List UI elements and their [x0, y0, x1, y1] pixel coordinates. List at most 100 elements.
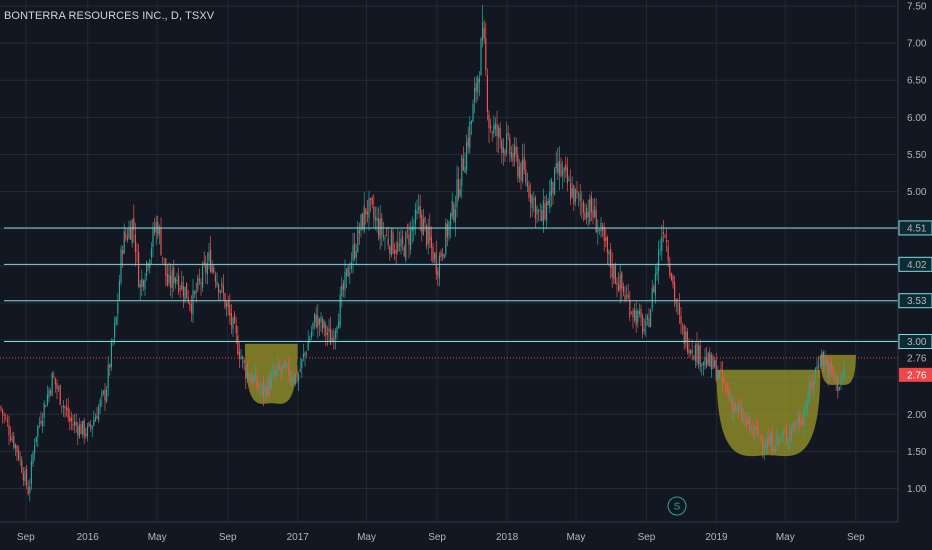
candle-body [250, 378, 252, 381]
candle-body [109, 364, 111, 368]
candle-body [582, 201, 584, 213]
candle-body [301, 359, 303, 369]
candle-body [53, 375, 55, 378]
candle-body [830, 362, 832, 370]
candle-body [230, 312, 232, 326]
candle-body [707, 353, 709, 365]
candle-body [338, 322, 340, 329]
candle-body [278, 365, 280, 368]
candle-body [370, 198, 372, 201]
level-label: 3.00 [907, 337, 927, 348]
candle-body [536, 207, 538, 215]
candle-body [277, 363, 279, 371]
candle-body [602, 226, 604, 231]
candle-body [11, 438, 13, 441]
candle-body [675, 299, 677, 305]
candle-body [405, 232, 407, 260]
candle-body [198, 279, 200, 281]
candle-body [518, 166, 520, 179]
candle-body [584, 212, 586, 220]
candle-body [360, 214, 362, 231]
candle-body [459, 189, 461, 196]
candle-body [333, 337, 335, 342]
candle-body [205, 262, 207, 273]
candle-body [750, 426, 752, 431]
candle-body [528, 185, 530, 198]
candle-body [566, 167, 568, 184]
candle-body [373, 206, 375, 219]
candle-body [202, 265, 204, 288]
candle-body [714, 360, 716, 367]
candle-body [67, 406, 69, 418]
candle-body [621, 272, 623, 289]
candle-body [286, 363, 288, 365]
candle-body [746, 420, 748, 426]
candle-body [467, 138, 469, 147]
candle-body [544, 203, 546, 220]
candle-body [718, 370, 720, 377]
last-price-label: 2.76 [907, 370, 927, 381]
candle-body [46, 394, 48, 405]
candle-body [19, 458, 21, 460]
candle-body [320, 316, 322, 323]
candle-body [69, 416, 71, 422]
candle-body [458, 179, 460, 199]
candle-body [525, 169, 527, 183]
candle-body [803, 410, 805, 425]
candle-body [822, 352, 824, 366]
candle-body [117, 303, 119, 314]
candle-body [374, 217, 376, 221]
candle-body [758, 436, 760, 438]
candle-body [179, 288, 181, 289]
level-label: 4.02 [907, 260, 927, 271]
x-tick-label: May [357, 532, 376, 543]
x-tick-label: Sep [638, 532, 656, 543]
candle-body [507, 132, 509, 135]
candle-body [43, 402, 45, 418]
candle-body [411, 226, 413, 231]
candle-body [392, 232, 394, 254]
candle-body [272, 371, 274, 376]
candle-body [448, 221, 450, 236]
candle-body [574, 189, 576, 202]
candle-body [542, 200, 544, 226]
candle-body [75, 422, 77, 426]
candle-body [670, 273, 672, 280]
candle-body [266, 386, 268, 397]
candle-body [389, 246, 391, 254]
candle-body [99, 399, 101, 408]
candle-body [88, 422, 90, 427]
candle-body [352, 245, 354, 261]
candle-body [698, 345, 700, 364]
candle-body [754, 426, 756, 432]
candle-body [419, 205, 421, 218]
candle-body [30, 460, 32, 485]
candle-body [838, 387, 840, 390]
candle-body [490, 125, 492, 129]
candle-body [82, 421, 84, 435]
candle-body [298, 374, 300, 381]
candle-body [229, 305, 231, 316]
candle-body [450, 213, 452, 226]
candle-body [150, 248, 152, 258]
candle-body [786, 431, 788, 440]
candle-body [189, 302, 191, 305]
candle-body [483, 27, 485, 39]
candle-body [122, 250, 124, 255]
candle-body [722, 370, 724, 382]
candle-body [184, 286, 186, 301]
candle-body [422, 219, 424, 236]
candle-body [416, 210, 418, 214]
candle-body [502, 146, 504, 153]
candle-body [78, 424, 80, 438]
candle-body [589, 199, 591, 222]
candle-body [282, 365, 284, 368]
candle-body [818, 366, 820, 368]
candle-body [326, 333, 328, 335]
candle-body [171, 270, 173, 289]
candle-body [504, 150, 506, 156]
candle-body [702, 361, 704, 366]
candle-body [349, 272, 351, 275]
candle-body [603, 226, 605, 241]
